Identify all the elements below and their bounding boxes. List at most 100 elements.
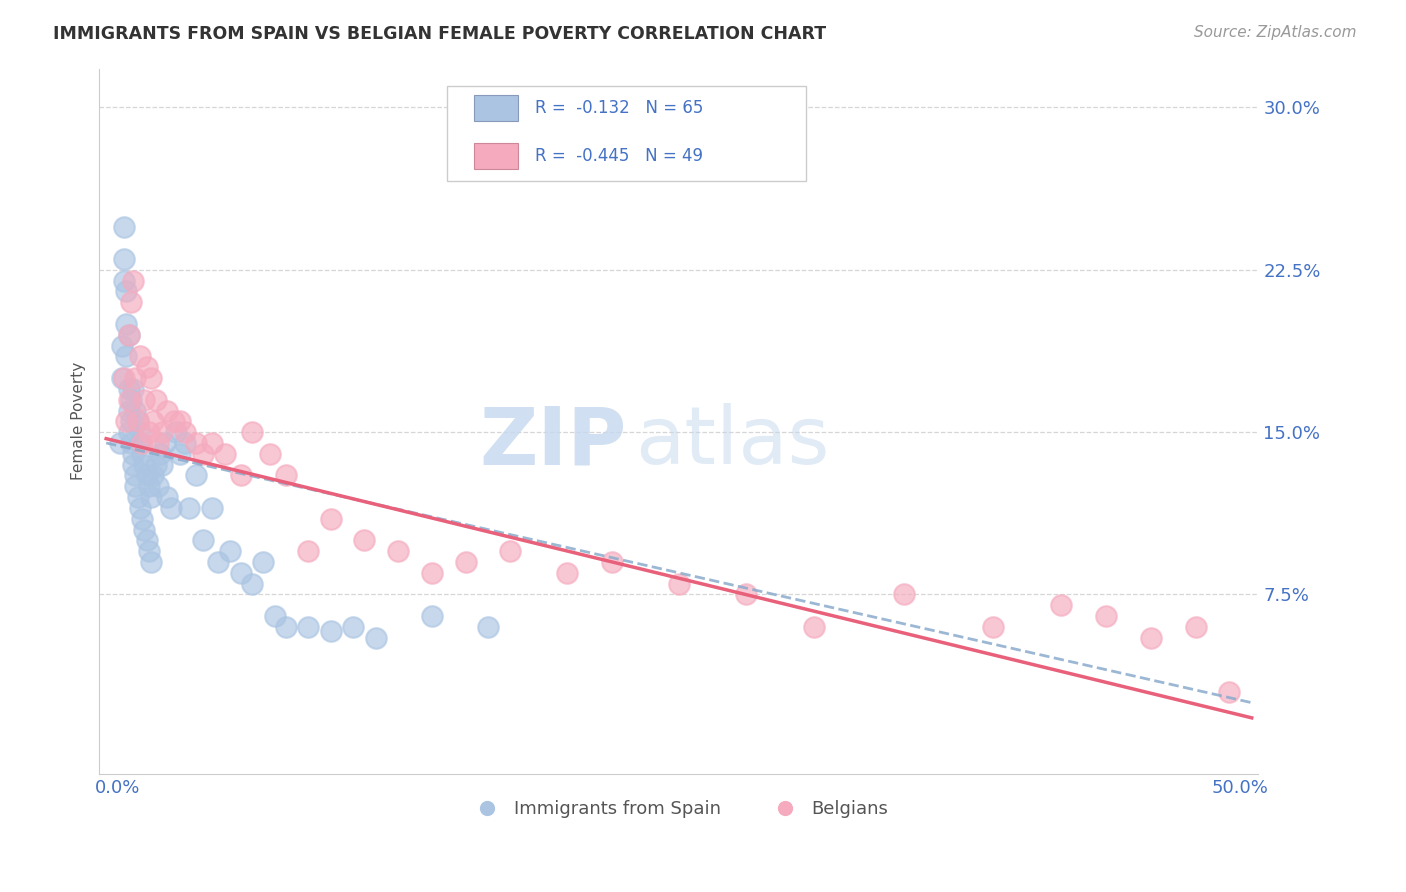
Point	[128, 350, 150, 364]
Point	[120, 392, 142, 407]
Point	[169, 447, 191, 461]
Point	[145, 458, 167, 472]
Point	[207, 555, 229, 569]
Point	[735, 587, 758, 601]
Point	[420, 609, 443, 624]
Point	[165, 425, 187, 439]
Point	[214, 447, 236, 461]
Point	[138, 544, 160, 558]
Text: Source: ZipAtlas.com: Source: ZipAtlas.com	[1194, 25, 1357, 40]
Point	[297, 620, 319, 634]
Text: ZIP: ZIP	[479, 403, 627, 482]
Point	[124, 371, 146, 385]
Point	[131, 436, 153, 450]
Point	[134, 392, 156, 407]
Point	[1094, 609, 1116, 624]
Y-axis label: Female Poverty: Female Poverty	[72, 362, 86, 481]
Bar	[474, 95, 517, 121]
Point	[117, 425, 139, 439]
Point	[179, 500, 201, 515]
Point	[150, 458, 173, 472]
Point	[117, 392, 139, 407]
Point	[138, 425, 160, 439]
Point	[124, 479, 146, 493]
Point	[115, 317, 138, 331]
Point	[146, 436, 169, 450]
Point	[120, 436, 142, 450]
Point	[142, 468, 165, 483]
Point	[169, 414, 191, 428]
Point	[218, 544, 240, 558]
Point	[108, 436, 131, 450]
Point	[600, 555, 623, 569]
Point	[112, 371, 135, 385]
Point	[127, 414, 149, 428]
Point	[115, 285, 138, 299]
Point	[122, 274, 145, 288]
Point	[124, 403, 146, 417]
Point	[454, 555, 477, 569]
Point	[156, 403, 179, 417]
Point	[184, 468, 207, 483]
Point	[229, 468, 252, 483]
Point	[983, 620, 1005, 634]
Point	[120, 295, 142, 310]
Point	[1218, 685, 1240, 699]
Point	[149, 447, 172, 461]
Text: R =  -0.445   N = 49: R = -0.445 N = 49	[536, 147, 703, 165]
Point	[160, 500, 183, 515]
Point	[555, 566, 578, 580]
Point	[191, 533, 214, 548]
Point	[134, 523, 156, 537]
Point	[1184, 620, 1206, 634]
Point	[111, 371, 134, 385]
Point	[112, 252, 135, 266]
Point	[135, 360, 157, 375]
Point	[252, 555, 274, 569]
Point	[122, 458, 145, 472]
Bar	[474, 143, 517, 169]
Point	[145, 392, 167, 407]
Text: atlas: atlas	[636, 403, 830, 482]
Point	[115, 414, 138, 428]
Point	[173, 425, 195, 439]
Point	[893, 587, 915, 601]
Point	[139, 371, 162, 385]
Point	[139, 490, 162, 504]
Point	[1049, 599, 1071, 613]
Point	[1139, 631, 1161, 645]
Point	[150, 425, 173, 439]
Point	[156, 490, 179, 504]
Point	[131, 447, 153, 461]
Point	[124, 468, 146, 483]
Point	[387, 544, 409, 558]
Point	[128, 425, 150, 439]
Point	[184, 436, 207, 450]
Point	[274, 468, 297, 483]
Point	[342, 620, 364, 634]
Point	[201, 500, 224, 515]
Point	[803, 620, 825, 634]
Point	[668, 576, 690, 591]
FancyBboxPatch shape	[447, 87, 807, 181]
Point	[128, 436, 150, 450]
Point	[240, 576, 263, 591]
Point	[263, 609, 285, 624]
Point	[139, 555, 162, 569]
Point	[319, 624, 342, 639]
Point	[297, 544, 319, 558]
Point	[135, 468, 157, 483]
Point	[142, 414, 165, 428]
Point	[153, 436, 176, 450]
Point	[120, 414, 142, 428]
Text: R =  -0.132   N = 65: R = -0.132 N = 65	[536, 99, 703, 117]
Point	[112, 274, 135, 288]
Point	[259, 447, 281, 461]
Point	[173, 436, 195, 450]
Point	[111, 338, 134, 352]
Point	[146, 479, 169, 493]
Point	[274, 620, 297, 634]
Point	[122, 447, 145, 461]
Point	[353, 533, 375, 548]
Point	[112, 219, 135, 234]
